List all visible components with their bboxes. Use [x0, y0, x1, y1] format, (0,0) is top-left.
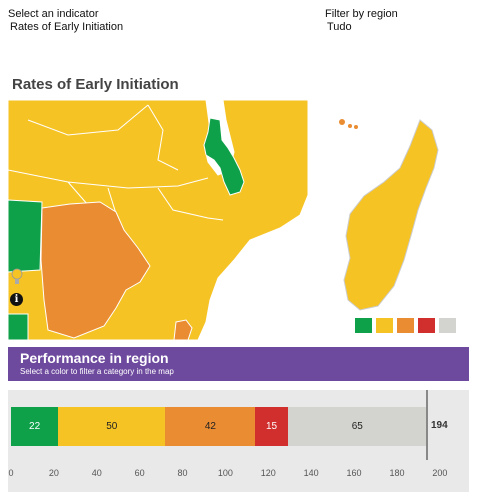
filter-bar: Select an indicator Rates of Early Initi…	[8, 8, 471, 38]
x-tick-label: 180	[389, 468, 405, 478]
x-tick-label: 20	[48, 468, 59, 478]
region-dropdown[interactable]: Tudo	[327, 21, 352, 33]
map-island-dot-3[interactable]	[354, 125, 358, 129]
x-tick-label: 120	[260, 468, 276, 478]
bar-segment-3[interactable]: 15	[255, 407, 288, 446]
map-region-green-west[interactable]	[8, 199, 43, 273]
bar-segment-0[interactable]: 22	[11, 407, 59, 446]
performance-header: Performance in region Select a color to …	[8, 347, 469, 381]
region-label: Filter by region	[325, 8, 398, 20]
legend-swatch-red[interactable]	[418, 318, 435, 333]
map-region-island[interactable]	[343, 119, 439, 311]
region-map[interactable]	[8, 100, 308, 340]
region-selector[interactable]: Filter by region Tudo	[325, 8, 398, 34]
map-island-dot-2[interactable]	[348, 124, 352, 128]
total-marker-line	[425, 390, 428, 460]
x-tick-label: 160	[346, 468, 362, 478]
legend-swatch-green[interactable]	[355, 318, 372, 333]
legend-swatch-yellow[interactable]	[376, 318, 393, 333]
info-icon[interactable]: i	[10, 293, 23, 306]
stacked-bar: 22 50 42 15 65	[11, 407, 427, 446]
x-tick-label: 80	[177, 468, 188, 478]
legend-swatch-orange[interactable]	[397, 318, 414, 333]
legend-swatch-grey[interactable]	[439, 318, 456, 333]
x-tick-label: 140	[303, 468, 319, 478]
x-tick-label: 60	[134, 468, 145, 478]
bar-segment-4[interactable]: 65	[287, 407, 427, 446]
map-region-green-bottom[interactable]	[8, 313, 29, 340]
x-tick-label: 200	[432, 468, 448, 478]
bar-segment-1[interactable]: 50	[58, 407, 166, 446]
total-label: 194	[430, 420, 448, 431]
color-legend	[355, 318, 456, 333]
map-title: Rates of Early Initiation	[12, 76, 179, 93]
performance-subtitle: Select a color to filter a category in t…	[20, 367, 174, 376]
map-region-orange-south[interactable]	[173, 319, 193, 340]
performance-title: Performance in region	[20, 350, 169, 366]
bar-segment-2[interactable]: 42	[165, 407, 256, 446]
map-region-green-east[interactable]	[203, 117, 245, 196]
indicator-label: Select an indicator	[8, 8, 99, 20]
indicator-dropdown[interactable]: Rates of Early Initiation	[10, 21, 124, 33]
lightbulb-icon[interactable]	[11, 268, 23, 286]
x-tick-label: 100	[217, 468, 233, 478]
performance-bar-chart: 22 50 42 15 65 194 0 20 40 60 80 100 120 140 160 180 2…	[8, 390, 469, 492]
x-tick-label: 0	[8, 468, 14, 478]
map-region-orange-central[interactable]	[40, 201, 151, 339]
island-map[interactable]	[320, 110, 450, 320]
map-island-dot-1[interactable]	[339, 119, 345, 125]
x-tick-label: 40	[91, 468, 102, 478]
indicator-selector[interactable]: Select an indicator Rates of Early Initi…	[8, 8, 123, 34]
